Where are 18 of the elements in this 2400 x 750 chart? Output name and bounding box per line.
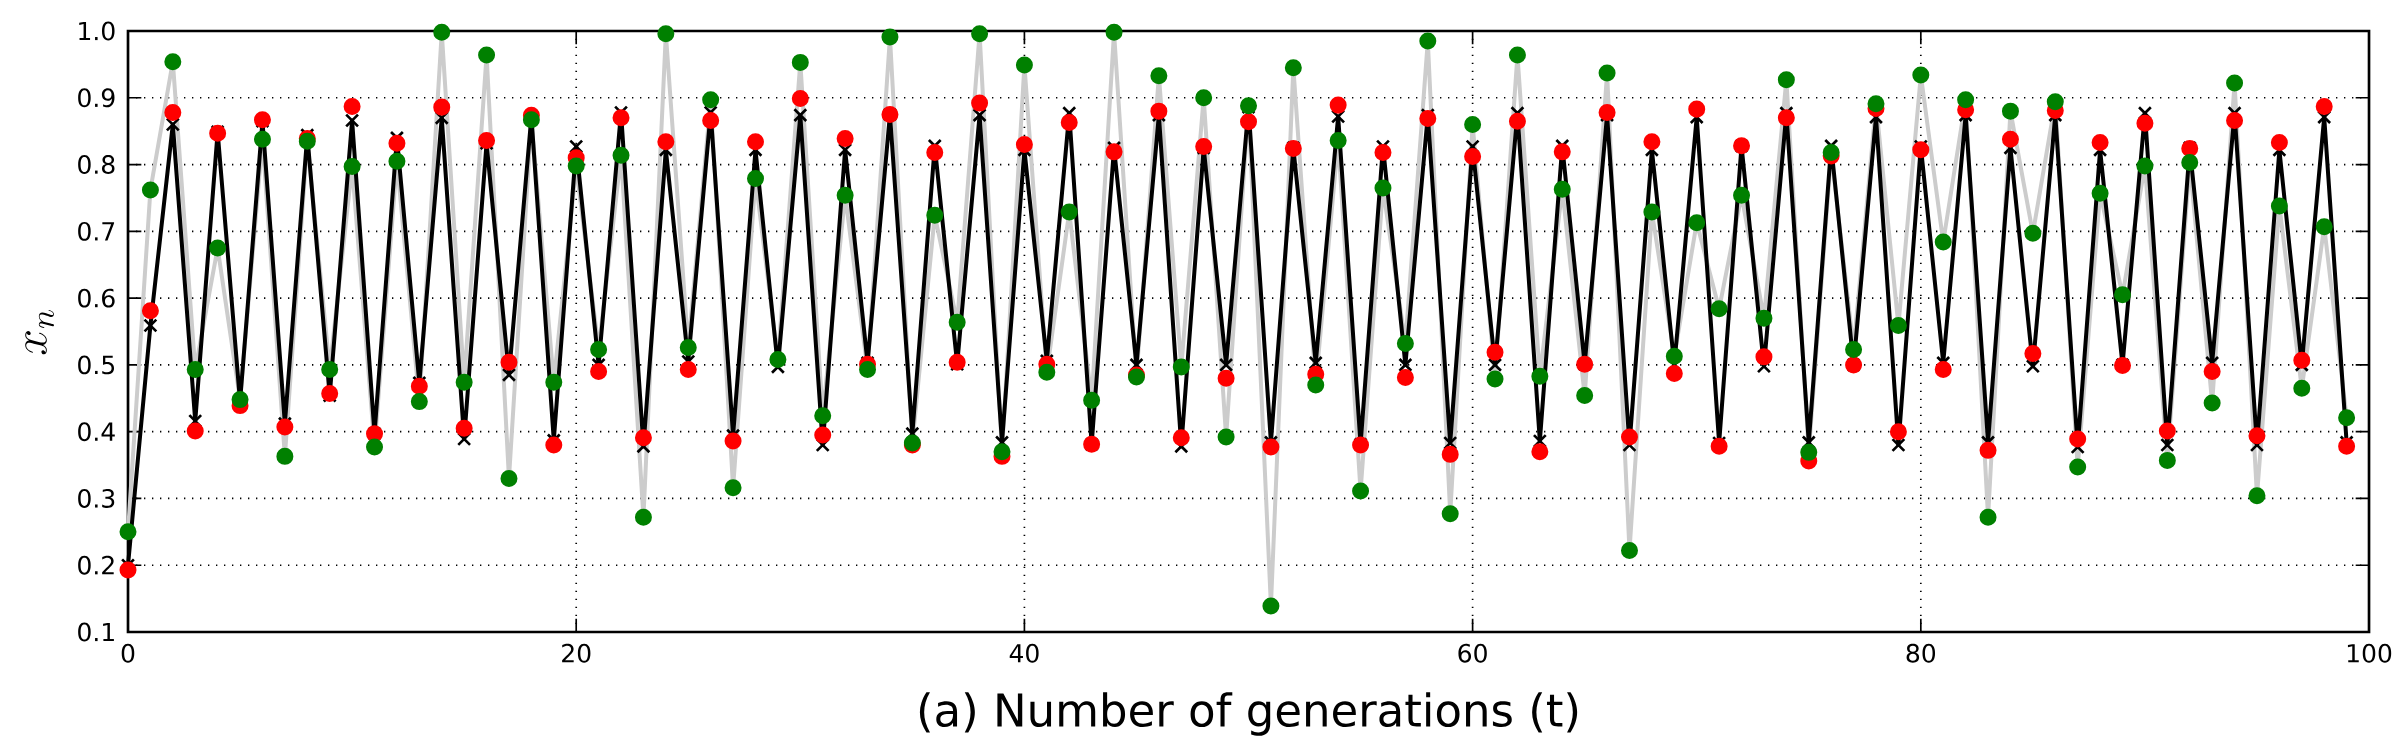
- y-tick-label: 0.4: [78, 422, 115, 442]
- y-tick-label: 0.9: [78, 88, 115, 108]
- y-tick-label: 0.1: [78, 622, 114, 642]
- x-axis-title: (a) Number of generations (t): [919, 692, 1578, 736]
- y-tick-label: 1.0: [79, 21, 115, 41]
- x-tick-label: 100: [2347, 643, 2392, 663]
- x-tick-label: 0: [121, 643, 135, 663]
- x-tick-label: 40: [1009, 643, 1039, 663]
- x-tick-label: 20: [562, 643, 591, 663]
- y-tick-label: 0.7: [78, 221, 115, 241]
- y-axis-title: $x_n$: [25, 309, 54, 355]
- y-tick-label: 0.6: [78, 288, 115, 308]
- y-tick-label: 0.8: [78, 155, 115, 175]
- x-tick-label: 80: [1906, 643, 1936, 663]
- y-tick-label: 0.3: [78, 488, 115, 508]
- y-tick-label: 0.2: [78, 555, 114, 575]
- x-tick-label: 60: [1458, 643, 1487, 663]
- y-tick-label: 0.5: [78, 355, 115, 375]
